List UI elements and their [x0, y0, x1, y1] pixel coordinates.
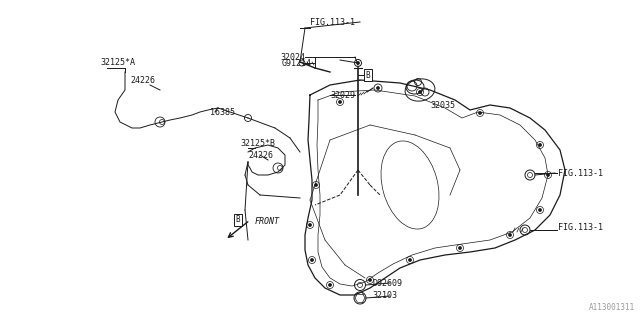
Text: FIG.113-1: FIG.113-1	[558, 223, 603, 233]
Circle shape	[310, 259, 314, 261]
Circle shape	[419, 91, 422, 93]
Circle shape	[328, 284, 332, 286]
Circle shape	[458, 246, 461, 250]
Text: 32125*B: 32125*B	[240, 139, 275, 148]
Circle shape	[538, 143, 541, 147]
Text: 16385: 16385	[210, 108, 235, 116]
Text: FRONT: FRONT	[255, 218, 280, 227]
Circle shape	[355, 60, 362, 67]
Circle shape	[538, 209, 541, 212]
Circle shape	[509, 234, 511, 236]
Text: 24226: 24226	[130, 76, 155, 84]
Text: 32029: 32029	[330, 91, 355, 100]
Circle shape	[522, 228, 527, 233]
Text: FIG.113-1: FIG.113-1	[310, 18, 355, 27]
Text: A113001311: A113001311	[589, 303, 635, 312]
Circle shape	[356, 61, 360, 65]
Text: FIG.113-1: FIG.113-1	[558, 169, 603, 178]
Circle shape	[479, 111, 481, 115]
Circle shape	[408, 259, 412, 261]
Text: B: B	[365, 70, 371, 79]
Circle shape	[369, 278, 371, 282]
Text: 32024: 32024	[280, 52, 305, 61]
Text: 32103: 32103	[372, 292, 397, 300]
Text: 32035: 32035	[430, 100, 455, 109]
Text: D92609: D92609	[372, 278, 402, 287]
Circle shape	[376, 86, 380, 90]
Circle shape	[308, 223, 312, 227]
Circle shape	[339, 100, 342, 103]
Text: B: B	[236, 215, 240, 225]
Circle shape	[314, 183, 317, 187]
Text: 24226: 24226	[248, 150, 273, 159]
Circle shape	[527, 172, 532, 178]
Circle shape	[547, 173, 550, 177]
Text: G91214: G91214	[282, 59, 312, 68]
Text: 32125*A: 32125*A	[100, 58, 135, 67]
